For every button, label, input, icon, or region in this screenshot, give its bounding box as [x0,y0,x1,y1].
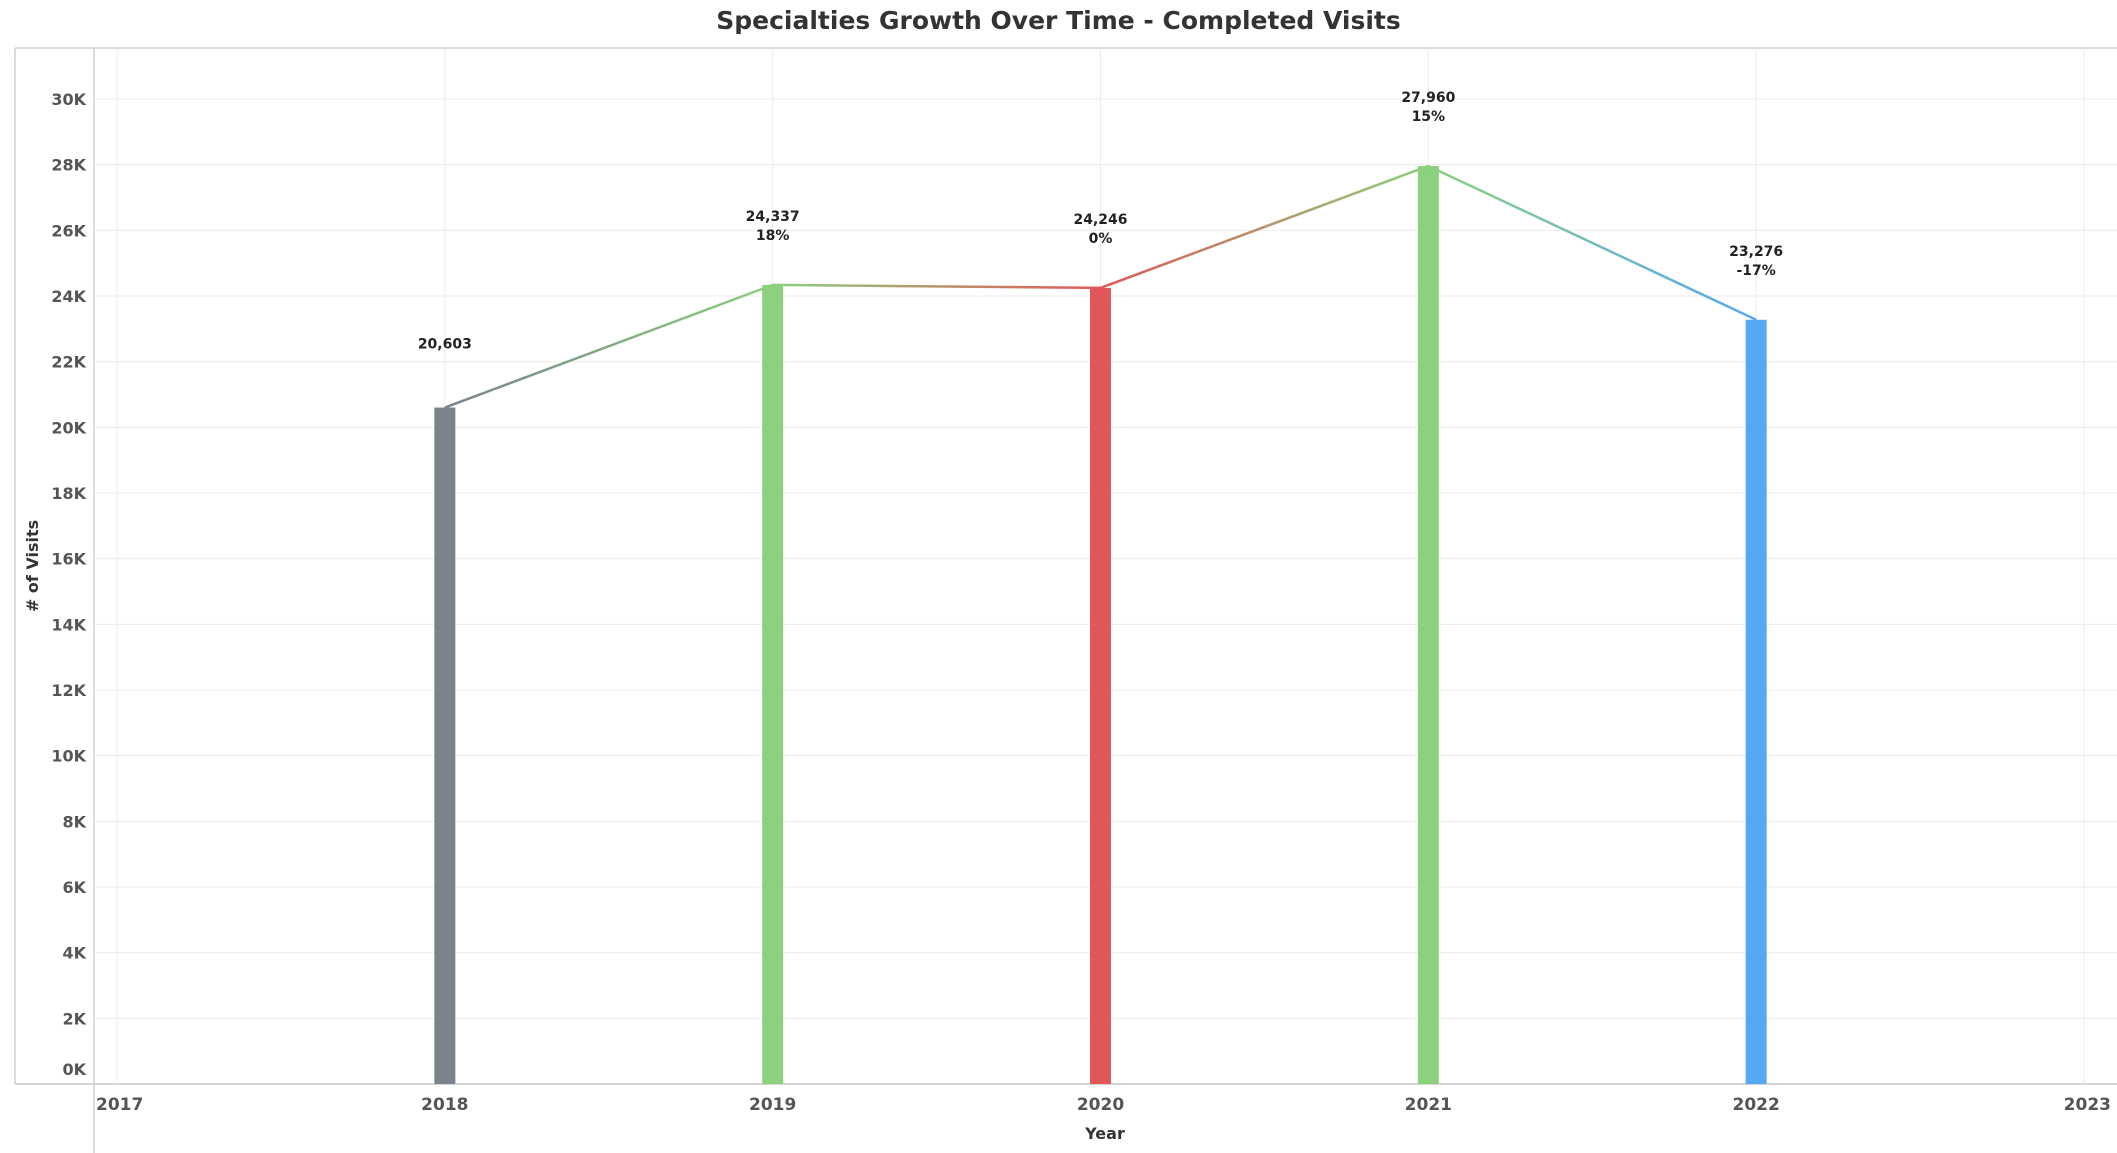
y-tick-label: 24K [51,287,86,306]
data-labels: 20,603 24,337 18% 24,246 0% 27,960 15% 23,276 -1… [418,90,1783,353]
trend-line-segment [772,283,1101,290]
y-tick-label: 16K [51,550,86,569]
bar [1745,319,1767,1084]
trend-line-segment [444,283,774,409]
data-label-value: 24,337 [746,209,800,225]
y-axis-ticks: 0K 2K 4K 6K 8K 10K 12K 14K 16K 18K 20K 22K 24K 26K 28K… [51,90,86,1079]
y-tick-label: 12K [51,681,86,700]
x-tick-label: 2023 [2064,1095,2111,1115]
data-label-value: 24,246 [1073,212,1127,228]
data-label-pct: 0% [1089,231,1113,247]
bar [1090,287,1111,1085]
x-tick-label: 2020 [1077,1095,1124,1115]
x-tick-label: 2018 [421,1095,468,1115]
trend-line-segment [1100,164,1429,290]
y-tick-label: 18K [51,484,86,503]
bar [762,284,784,1084]
y-tick-label: 2K [62,1009,86,1028]
x-tick-label: 2021 [1405,1095,1452,1115]
bar [434,407,456,1085]
x-axis-label: Year [1084,1124,1125,1143]
y-axis-label: # of Visits [23,520,42,612]
y-tick-label: 20K [51,418,86,437]
data-label-pct: 18% [756,228,790,244]
y-tick-label: 28K [51,156,86,175]
bars [434,165,1767,1085]
y-tick-label: 8K [62,812,86,831]
y-tick-label: 6K [62,878,86,897]
data-label-pct: -17% [1737,263,1776,279]
x-tick-label: 2019 [749,1095,796,1115]
data-label-value: 23,276 [1729,244,1783,260]
data-label-value: 20,603 [418,337,472,353]
y-tick-label: 26K [51,221,86,240]
x-tick-label: 2022 [1733,1095,1780,1115]
trend-line [444,164,1757,409]
x-axis-ticks: 2017 2018 2019 2020 2021 2022 2023 [96,1095,2111,1115]
x-tick-label: 2017 [96,1095,143,1115]
bar [1417,165,1439,1085]
y-tick-label: 22K [51,353,86,372]
trend-line-segment [1427,164,1757,321]
y-tick-label: 4K [62,944,86,963]
y-tick-label: 30K [51,90,86,109]
y-tick-label: 10K [51,747,86,766]
chart-title: Specialties Growth Over Time - Completed… [716,6,1401,35]
plot-frame [14,47,2117,1153]
y-tick-label: 0K [62,1060,86,1079]
data-label-pct: 15% [1412,109,1446,125]
y-tick-label: 14K [51,615,86,634]
data-label-value: 27,960 [1401,90,1455,106]
